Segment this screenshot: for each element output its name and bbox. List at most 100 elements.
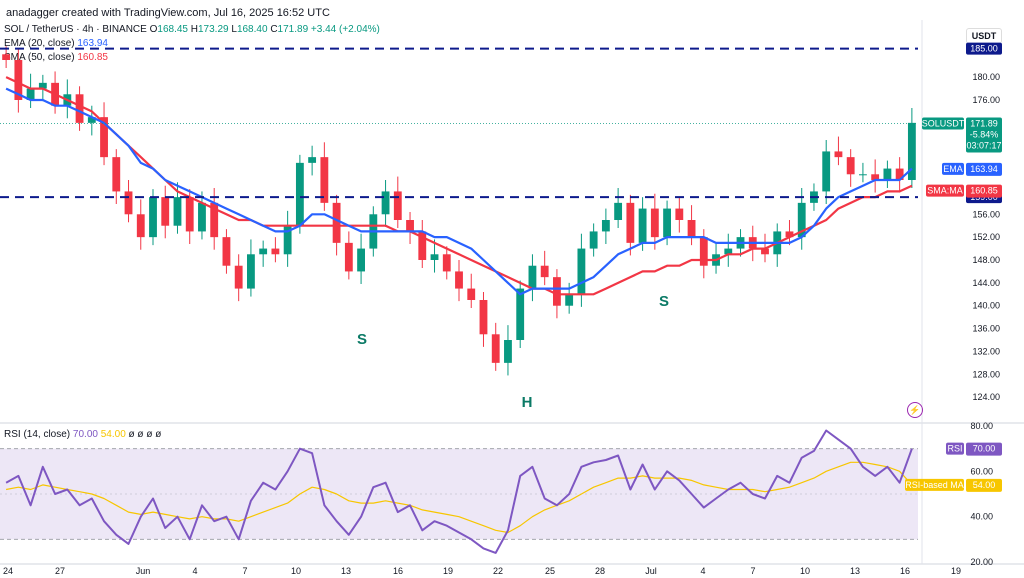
low-value: 168.40 <box>236 24 268 35</box>
candle-body <box>822 151 831 192</box>
candle-body <box>797 202 806 238</box>
price-tag-name-bg <box>946 442 964 455</box>
high-value: 173.29 <box>198 24 229 35</box>
candle <box>846 149 855 187</box>
candle-body <box>650 208 659 238</box>
ema-line <box>5 87 913 296</box>
candle <box>883 160 892 188</box>
candle <box>467 273 476 308</box>
price-tick-label: 144.00 <box>972 278 1000 288</box>
candle <box>785 220 794 246</box>
candle <box>528 254 537 302</box>
symbol-line: SOL / TetherUS · 4h · BINANCE <box>4 24 147 35</box>
candle-body <box>173 197 182 226</box>
candle <box>14 48 23 113</box>
candle-body <box>320 157 329 203</box>
candle <box>687 205 696 246</box>
open-value: 168.45 <box>157 24 188 35</box>
chart-credit: anadagger created with TradingView.com, … <box>6 7 330 19</box>
candle <box>381 180 390 227</box>
rsi-legend-extra: ø ø ø ø <box>128 429 162 440</box>
low-label: L <box>231 24 237 35</box>
candle-body <box>406 220 414 232</box>
candle-body <box>528 265 537 289</box>
price-tick-label: 140.00 <box>972 301 1000 311</box>
candle-body <box>491 334 500 363</box>
candle-body <box>601 220 610 232</box>
candle-body <box>344 242 353 272</box>
time-tick-label: 19 <box>443 566 453 576</box>
sma-legend-label: SMA (50, close) <box>4 52 75 63</box>
candle-body <box>895 168 904 180</box>
level-tag-185.00: 185.00 <box>966 42 1002 55</box>
rsi-legend[interactable]: RSI (14, close) 70.00 54.00 ø ø ø ø <box>4 429 161 440</box>
candle <box>406 212 414 244</box>
time-tick-label: 28 <box>595 566 605 576</box>
candle <box>724 233 733 267</box>
candle <box>198 191 206 240</box>
candle-body <box>75 94 84 123</box>
star-lightning-icon[interactable]: ⚡ <box>907 402 923 418</box>
sma-legend[interactable]: SMA (50, close) 160.85 <box>4 52 108 63</box>
rsi-ma-line <box>5 461 913 534</box>
candle-body <box>430 254 439 260</box>
close-label: C <box>270 24 278 35</box>
price-tick-label: 124.00 <box>972 392 1000 402</box>
candle-body <box>761 248 769 255</box>
time-tick-label: 4 <box>700 566 705 576</box>
change-value: +3.44 (+2.04%) <box>310 24 380 35</box>
symbol-legend[interactable]: SOL / TetherUS · 4h · BINANCE O168.45 H1… <box>4 24 380 35</box>
price-tag-name: SOLUSDT <box>922 118 965 128</box>
pattern-label: H <box>522 394 533 411</box>
candle-body <box>785 231 794 238</box>
candle-body <box>38 82 47 89</box>
time-tick-label: 13 <box>341 566 351 576</box>
price-tag-sma-ma: SMA:MA 160.85 <box>926 184 1002 198</box>
candle-body <box>259 248 268 255</box>
candle-body <box>210 202 219 238</box>
candle-body <box>26 88 35 100</box>
price-tag-solusdt: SOLUSDT 171.89-5.84%03:07:17 <box>922 117 1002 153</box>
candle <box>871 159 880 193</box>
candle <box>834 136 843 166</box>
candle <box>895 157 904 193</box>
candle <box>295 154 304 234</box>
ema-legend[interactable]: EMA (20, close) 163.94 <box>4 38 108 49</box>
time-tick-label: 24 <box>3 566 13 576</box>
candle-body <box>124 191 133 215</box>
level-tag-bg <box>966 42 1002 55</box>
time-tick-label: 4 <box>192 566 197 576</box>
candle <box>516 280 525 348</box>
candle <box>247 239 255 297</box>
price-tag-name: RSI <box>947 444 962 454</box>
level-tag-label: 185.00 <box>970 44 998 54</box>
candle-body <box>442 254 451 272</box>
candle-body <box>871 174 880 180</box>
candle <box>234 254 243 302</box>
candle <box>149 189 157 246</box>
candle-body <box>283 225 292 255</box>
candle <box>112 149 121 204</box>
ema-legend-value: 163.94 <box>77 38 108 49</box>
high-label: H <box>190 24 198 35</box>
candle-body <box>834 151 843 158</box>
candle-body <box>271 248 280 255</box>
candle <box>614 188 623 228</box>
rsi-tick-label: 40.00 <box>970 512 993 522</box>
candle-body <box>100 117 108 158</box>
candle-body <box>198 202 206 232</box>
candle <box>859 162 867 183</box>
candle <box>100 102 108 166</box>
candle <box>320 142 329 211</box>
candle <box>259 240 268 267</box>
candle-body <box>663 208 671 238</box>
close-value: 171.89 <box>277 24 309 35</box>
candle-body <box>357 248 365 272</box>
candle <box>589 223 598 257</box>
candle <box>124 180 133 223</box>
candle-body <box>87 117 96 123</box>
price-tag-name: RSI-based MA <box>905 480 964 490</box>
candle <box>504 325 512 376</box>
candle <box>283 210 292 267</box>
